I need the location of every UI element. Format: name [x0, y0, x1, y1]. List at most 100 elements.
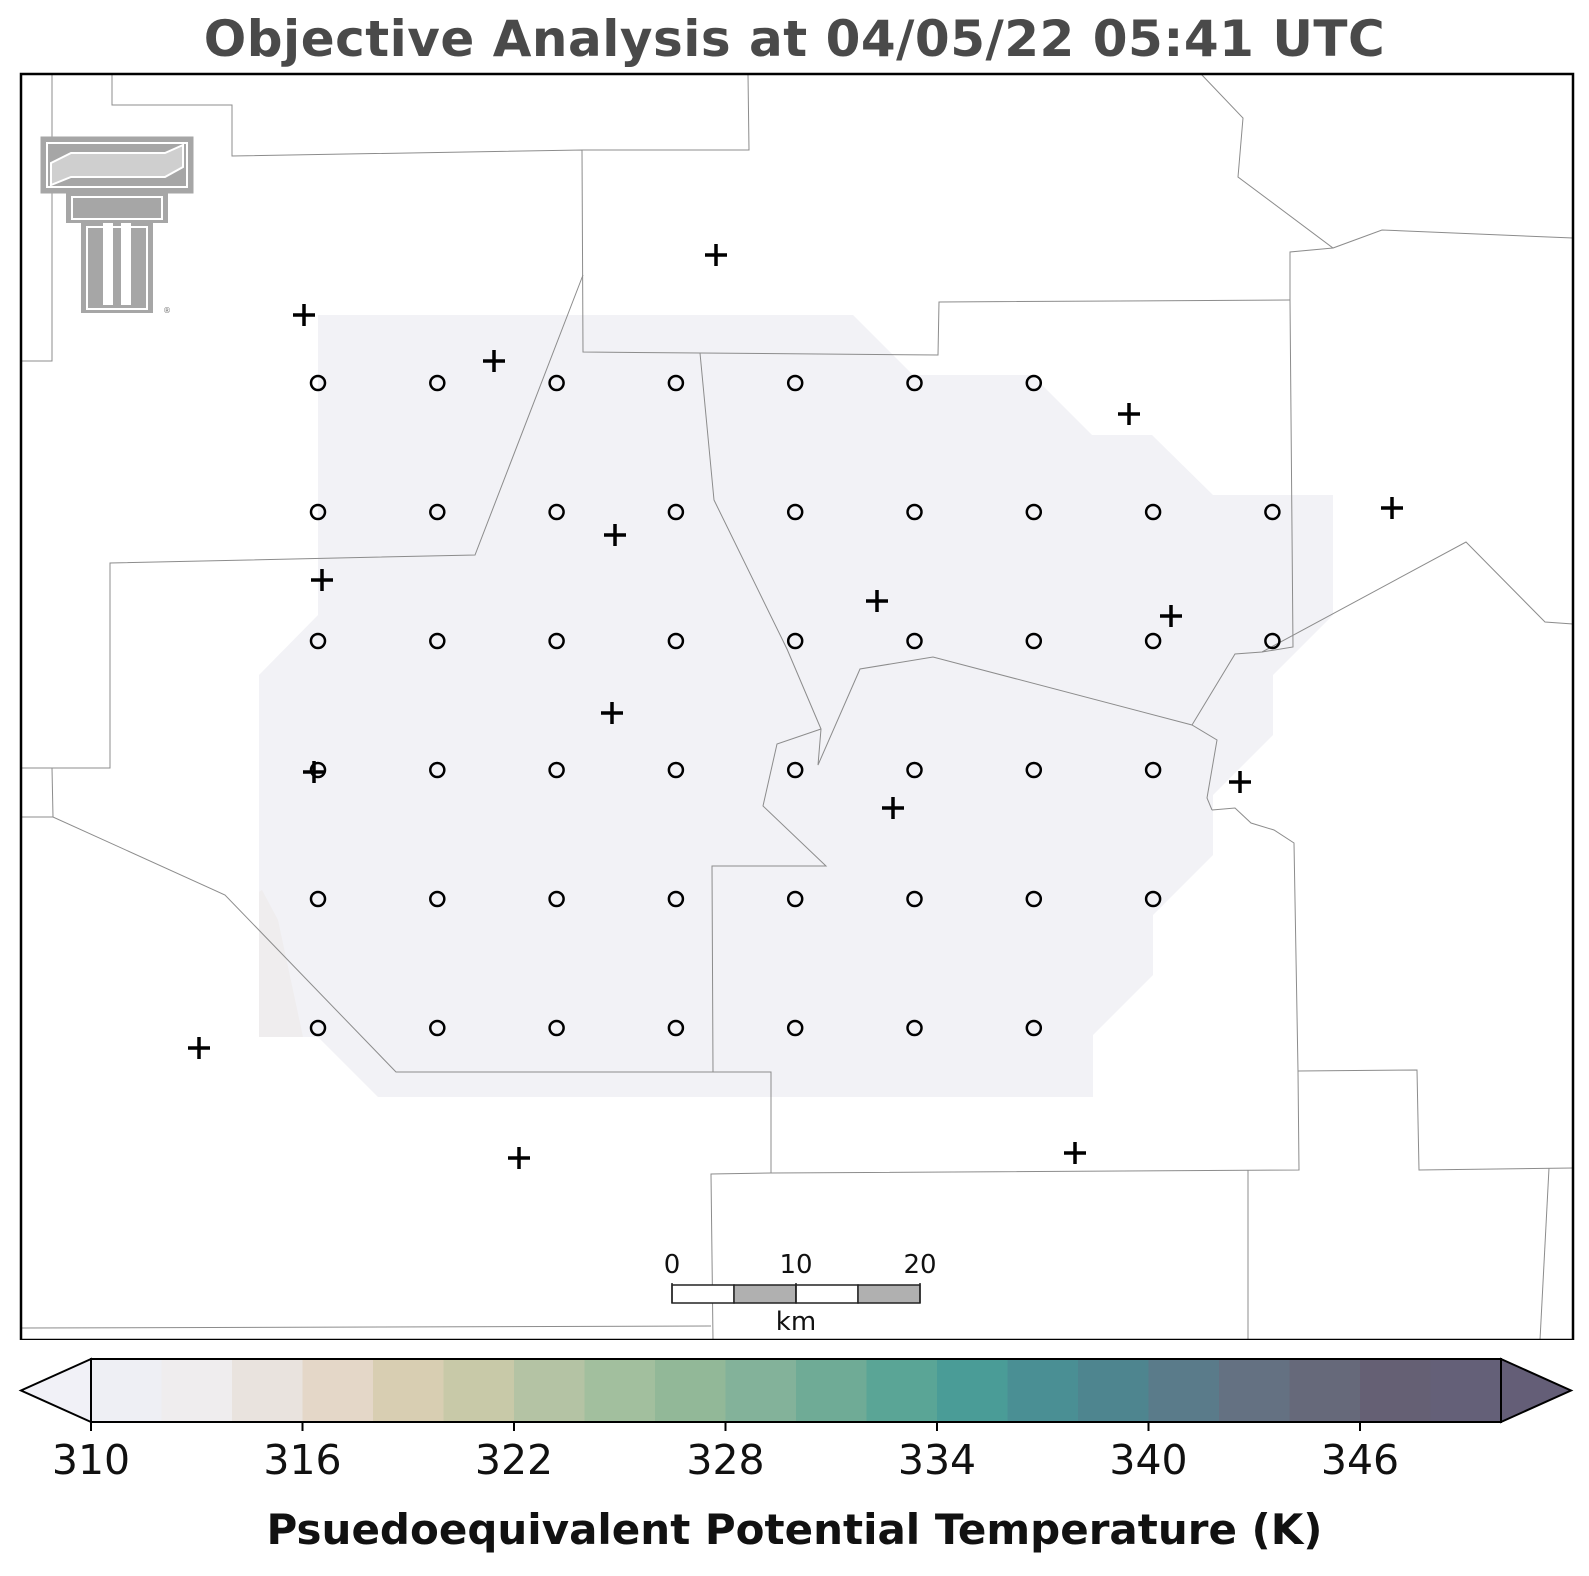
colorbar-outline	[90, 1358, 1502, 1423]
grid-point	[1144, 632, 1162, 650]
logo-registered-mark: ®	[163, 306, 171, 315]
colorbar-extend-high	[1500, 1357, 1574, 1424]
county-boundaries	[20, 73, 1574, 1340]
grid-point	[429, 632, 446, 650]
station-marker	[293, 304, 315, 326]
colorbar-label: Psuedoequivalent Potential Temperature (…	[266, 1505, 1323, 1554]
grid-points	[309, 374, 1281, 1037]
grid-point	[429, 503, 446, 521]
grid-point	[906, 374, 923, 392]
station-marker	[311, 569, 333, 591]
grid-point	[786, 374, 804, 392]
grid-point	[548, 374, 565, 392]
station-marker	[604, 524, 626, 546]
grid-point	[1144, 890, 1162, 908]
grid-point	[906, 1019, 923, 1037]
analysis-field-sw-patch	[259, 890, 303, 1037]
grid-point	[786, 761, 804, 779]
colorbar-bin	[443, 1359, 515, 1422]
colorbar-bin	[232, 1359, 303, 1422]
grid-point	[786, 632, 804, 650]
grid-point	[786, 1019, 804, 1037]
scale-unit: km	[776, 1307, 816, 1337]
colorbar-tick-label: 328	[686, 1436, 764, 1484]
grid-point	[1025, 761, 1043, 779]
grid-point	[309, 1019, 327, 1037]
station-marker	[1118, 403, 1140, 425]
colorbar-bin	[584, 1359, 656, 1422]
grid-point	[429, 890, 446, 908]
grid-point	[309, 374, 327, 392]
analysis-field	[259, 315, 1333, 1097]
station-marker	[866, 590, 888, 612]
colorbar-bin	[1219, 1359, 1290, 1422]
map-panel: ® 0 10 20 km	[19, 72, 1575, 1340]
scale-label-20: 20	[903, 1250, 936, 1280]
grid-point	[309, 890, 327, 908]
colorbar-bin	[373, 1359, 444, 1422]
colorbar-bin	[1360, 1359, 1431, 1422]
grid-point	[667, 1019, 685, 1037]
station-marker	[508, 1147, 530, 1169]
grid-point	[1144, 761, 1162, 779]
scale-label-0: 0	[664, 1250, 681, 1280]
analysis-field-main	[259, 315, 1333, 1097]
station-marker	[188, 1037, 210, 1059]
colorbar-bin	[302, 1359, 374, 1422]
grid-point	[906, 503, 923, 521]
grid-point	[309, 761, 327, 779]
colorbar-tick-label: 334	[898, 1436, 976, 1484]
colorbar-bin	[1078, 1359, 1149, 1422]
grid-point	[786, 890, 804, 908]
colorbar-bin	[1007, 1359, 1079, 1422]
colorbar-bin	[725, 1359, 797, 1422]
colorbar-bin	[514, 1359, 585, 1422]
map-frame	[19, 72, 1575, 1340]
grid-point	[548, 632, 565, 650]
grid-point	[548, 890, 565, 908]
station-marker	[1381, 497, 1403, 519]
colorbar-bin	[161, 1359, 233, 1422]
grid-point	[1025, 1019, 1043, 1037]
station-marker	[483, 350, 505, 372]
colorbar-tick-label: 322	[475, 1436, 553, 1484]
grid-point	[429, 1019, 446, 1037]
grid-point	[548, 761, 565, 779]
grid-point	[1025, 632, 1043, 650]
colorbar-bin	[937, 1359, 1008, 1422]
grid-point	[786, 503, 804, 521]
scale-bar: 0 10 20 km	[664, 1250, 937, 1337]
colorbar-bin	[1289, 1359, 1361, 1422]
station-marker	[303, 761, 325, 783]
grid-point	[667, 503, 685, 521]
grid-point	[429, 761, 446, 779]
colorbar-extend-low	[18, 1357, 92, 1424]
station-marker	[882, 797, 904, 819]
colorbar-tick-label: 346	[1321, 1436, 1399, 1484]
station-marker	[705, 244, 727, 266]
station-marker	[601, 702, 623, 724]
colorbar-bin	[1430, 1359, 1502, 1422]
grid-point	[1144, 503, 1162, 521]
grid-point	[906, 761, 923, 779]
colorbar-tick-label: 310	[52, 1436, 130, 1484]
scale-label-10: 10	[779, 1250, 812, 1280]
grid-point	[667, 374, 685, 392]
texas-tech-logo-icon: ®	[40, 136, 194, 315]
grid-point	[906, 632, 923, 650]
colorbar-bin	[1148, 1359, 1220, 1422]
colorbar-tick-label: 340	[1109, 1436, 1187, 1484]
colorbar-bin	[796, 1359, 867, 1422]
colorbar-bin	[655, 1359, 726, 1422]
station-marker	[1160, 605, 1182, 627]
station-marker	[1064, 1142, 1086, 1164]
grid-point	[429, 374, 446, 392]
colorbar-tick-label: 316	[263, 1436, 341, 1484]
grid-point	[309, 503, 327, 521]
grid-point	[1025, 374, 1043, 392]
grid-point	[548, 503, 565, 521]
grid-point	[667, 632, 685, 650]
page-title: Objective Analysis at 04/05/22 05:41 UTC	[203, 10, 1386, 68]
grid-point	[906, 890, 923, 908]
grid-point	[1264, 503, 1281, 521]
